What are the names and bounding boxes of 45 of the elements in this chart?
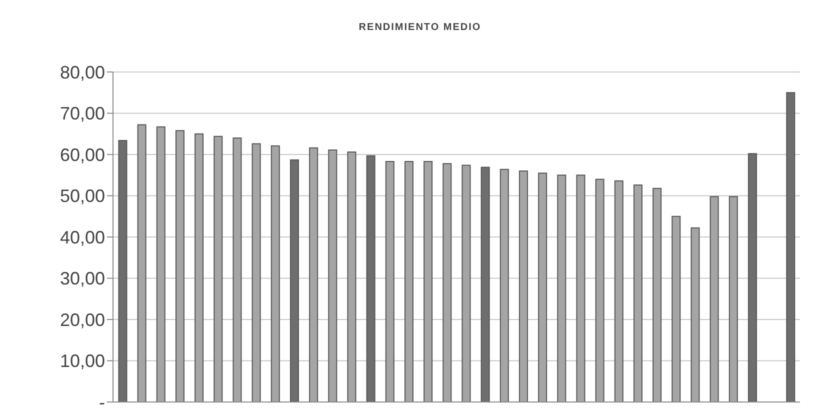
bar [156,126,166,402]
bar [500,168,509,402]
bar [595,178,604,402]
y-tick-label: 80,00 [60,62,105,82]
y-tick-label: 10,00 [60,351,105,372]
bar [538,172,548,402]
bar [748,153,757,402]
y-tick-label: 20,00 [60,310,105,330]
bar [518,170,528,402]
bar [366,155,376,402]
bar [232,138,242,402]
y-tick-label: 50,00 [60,186,105,206]
bar [290,159,299,402]
bar [137,124,146,402]
bar [480,166,490,402]
bar [252,143,261,402]
bar [576,174,586,402]
y-tick-label: 60,00 [60,144,105,165]
y-tick-label: - [99,392,105,412]
bar [424,161,433,402]
y-tick-label: 40,00 [60,227,105,248]
bar [347,152,356,402]
bar [118,140,128,402]
bar [462,164,471,402]
y-tick-label: 70,00 [60,104,105,124]
bar [385,161,394,402]
bar [270,145,280,402]
bar [175,130,184,402]
bar [786,92,796,402]
bar [328,149,338,402]
bar [309,147,318,402]
bar [557,174,566,402]
bar [690,227,700,402]
y-tick-label: 30,00 [60,268,105,289]
bar [728,196,738,402]
bar [194,133,204,402]
bar [652,188,662,402]
bar [614,180,624,402]
bar [672,216,681,402]
bar [710,196,719,402]
bar [404,161,414,402]
bar [633,184,642,402]
bar [214,136,223,402]
chart-title: RENDIMIENTO MEDIO [358,21,482,35]
bar [442,163,452,402]
